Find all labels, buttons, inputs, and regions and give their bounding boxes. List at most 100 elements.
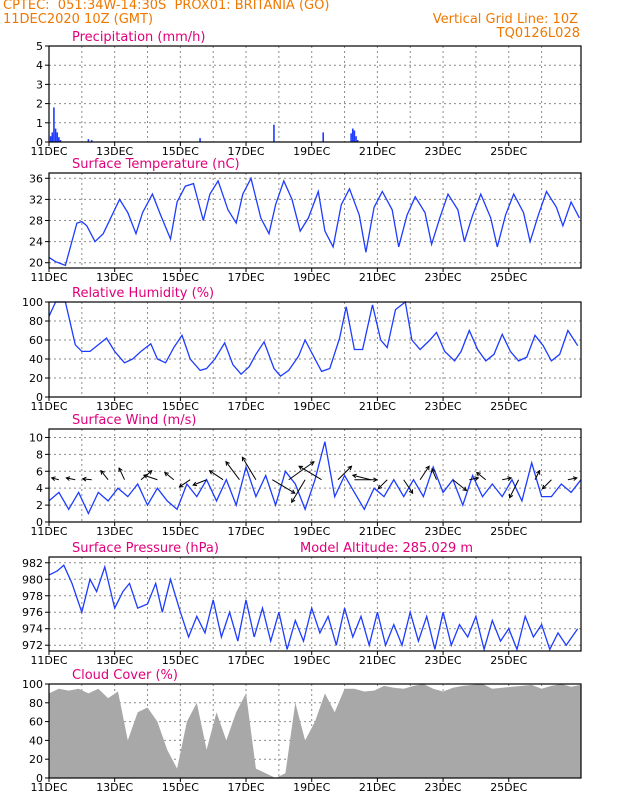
- panel-frame: [48, 683, 582, 779]
- x-tick-label: 11DEC: [30, 781, 67, 794]
- y-tick-label: 4: [36, 59, 43, 72]
- precip-bar: [353, 130, 356, 142]
- wind-arrow-shaft: [179, 479, 191, 488]
- y-tick-label: 8: [36, 448, 43, 461]
- x-tick-label: 25DEC: [490, 271, 527, 284]
- wind-arrow-head: [347, 465, 353, 471]
- y-tick-label: 4: [36, 482, 43, 495]
- precip-bar: [54, 128, 57, 142]
- wind-arrow-head: [508, 493, 514, 499]
- wind-arrow-head: [192, 481, 198, 487]
- panel-title: Cloud Cover (%): [72, 668, 178, 683]
- wind-arrow-head: [541, 484, 547, 490]
- wind-arrow-head: [408, 489, 414, 495]
- y-tick-label: 80: [29, 315, 43, 328]
- panel-5: 972 974 976 978 980 982 11DEC 13DEC 15DEC 17DEC 19…: [22, 541, 582, 667]
- series-line: [48, 176, 580, 267]
- panel-frame: [48, 301, 582, 398]
- wind-arrow-head: [100, 469, 105, 475]
- x-tick-label: 11DEC: [30, 654, 67, 667]
- panel-frame: [48, 428, 582, 523]
- x-tick-label: 23DEC: [425, 145, 462, 158]
- x-tick-label: 19DEC: [293, 525, 330, 538]
- wind-arrow-head: [535, 469, 541, 475]
- x-tick-label: 25DEC: [490, 145, 527, 158]
- wind-arrow-head: [50, 476, 56, 482]
- x-tick-label: 13DEC: [96, 525, 133, 538]
- wind-arrow-head: [65, 476, 71, 481]
- x-tick-label: 17DEC: [227, 654, 264, 667]
- panel-frame: [48, 45, 582, 143]
- panel-annotation: Model Altitude: 285.029 m: [300, 541, 473, 556]
- precip-bar: [56, 132, 59, 142]
- panel-2: 20 24 28 32 36 11DEC 13DEC 15DEC 17DEC 19DEC 21DEC…: [29, 157, 582, 284]
- y-tick-label: 2: [36, 98, 43, 111]
- x-tick-label: 15DEC: [162, 271, 199, 284]
- wind-arrow-shaft: [509, 479, 520, 498]
- panel-1: 0 1 2 3 4 5 11DEC 13DEC 15DEC 17DEC 19DEC 21DEC 23DE…: [30, 30, 582, 158]
- wind-arrow-shaft: [502, 477, 512, 481]
- x-tick-label: 13DEC: [96, 271, 133, 284]
- wind-arrow-head: [298, 465, 304, 470]
- x-tick-label: 15DEC: [162, 145, 199, 158]
- y-tick-label: 6: [36, 465, 43, 478]
- wind-arrow-shaft: [51, 477, 59, 481]
- panel-title: Surface Pressure (hPa): [72, 541, 219, 556]
- wind-arrow-shaft: [209, 470, 224, 481]
- wind-arrow-shaft: [542, 479, 552, 490]
- wind-arrow-head: [241, 456, 247, 462]
- wind-arrow-shaft: [476, 472, 487, 481]
- x-tick-label: 19DEC: [293, 400, 330, 413]
- x-tick-label: 15DEC: [162, 525, 199, 538]
- wind-arrow-head: [178, 483, 184, 488]
- y-tick-label: 972: [22, 639, 43, 652]
- x-tick-label: 11DEC: [30, 145, 67, 158]
- wind-arrow-shaft: [66, 477, 76, 481]
- precip-bar: [53, 107, 55, 142]
- x-tick-label: 13DEC: [96, 654, 133, 667]
- wind-arrow-head: [163, 471, 169, 477]
- wind-arrow-shaft: [377, 479, 388, 490]
- x-tick-label: 19DEC: [293, 781, 330, 794]
- precip-bar: [87, 139, 90, 142]
- x-tick-label: 23DEC: [425, 781, 462, 794]
- x-tick-label: 21DEC: [359, 145, 396, 158]
- wind-arrow-head: [208, 470, 214, 475]
- y-tick-label: 36: [29, 172, 43, 185]
- wind-arrow-head: [462, 486, 468, 492]
- wind-arrow-shaft: [431, 468, 437, 480]
- panel-frame: [48, 172, 582, 269]
- wind-arrow-shaft: [143, 474, 158, 481]
- panel-3: 0 20 40 60 80 100 11DEC 13DEC 15DEC 17DEC 19DEC 21D…: [22, 286, 582, 413]
- y-tick-label: 976: [22, 606, 43, 619]
- x-tick-label: 11DEC: [30, 525, 67, 538]
- y-tick-label: 60: [29, 716, 43, 729]
- wind-arrow-head: [431, 467, 436, 473]
- y-tick-label: 100: [22, 678, 43, 691]
- x-tick-label: 19DEC: [293, 145, 330, 158]
- y-tick-label: 20: [29, 257, 43, 270]
- wind-arrow-shaft: [567, 477, 577, 481]
- station-header: CPTEC: 051:34W-14:30S PROX01: BRITANIA (…: [3, 0, 330, 13]
- y-tick-label: 980: [22, 573, 43, 586]
- x-tick-label: 17DEC: [227, 781, 264, 794]
- x-tick-label: 23DEC: [425, 654, 462, 667]
- y-tick-label: 0: [36, 516, 43, 529]
- wind-arrow-head: [425, 465, 430, 471]
- x-tick-label: 11DEC: [30, 271, 67, 284]
- panel-title: Relative Humidity (%): [72, 286, 214, 301]
- x-tick-label: 15DEC: [162, 781, 199, 794]
- panel-title: Precipitation (mm/h): [72, 30, 205, 45]
- wind-arrow-head: [475, 471, 481, 477]
- x-tick-label: 15DEC: [162, 654, 199, 667]
- x-tick-label: 21DEC: [359, 271, 396, 284]
- precip-bar: [355, 136, 357, 142]
- precip-bar: [59, 140, 62, 142]
- vertical-grid-note: Vertical Grid Line: 10Z: [432, 12, 578, 27]
- wind-arrow-head: [81, 476, 87, 482]
- wind-arrow-shaft: [241, 456, 257, 480]
- wind-arrow-shaft: [452, 479, 467, 491]
- y-tick-label: 0: [36, 391, 43, 404]
- x-tick-label: 17DEC: [227, 271, 264, 284]
- wind-arrow-head: [290, 489, 296, 494]
